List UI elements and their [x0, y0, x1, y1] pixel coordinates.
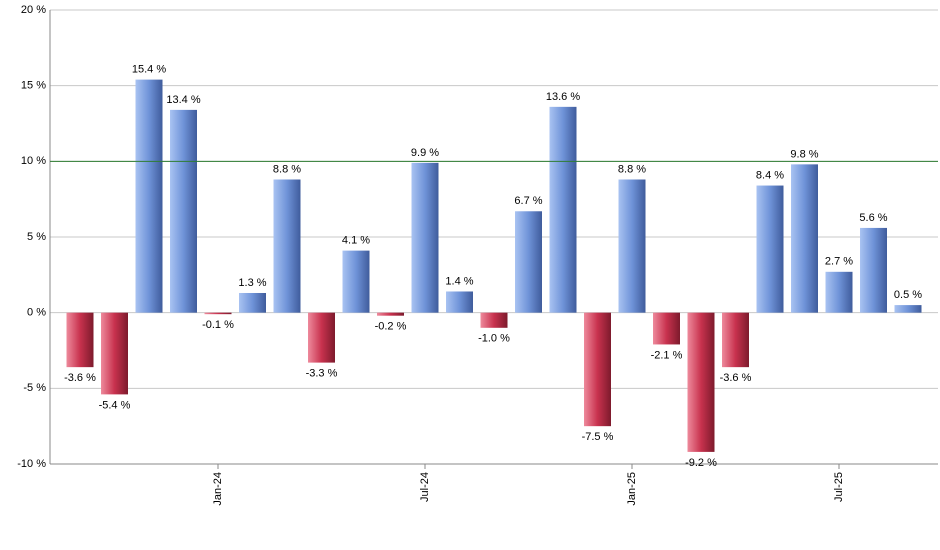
bar	[894, 305, 922, 313]
x-tick-label: Jan-25	[626, 472, 638, 506]
y-tick-label: 5 %	[27, 231, 46, 243]
bar	[204, 312, 232, 315]
bar	[584, 312, 611, 427]
value-label: 5.6 %	[859, 212, 887, 224]
value-label: 0.5 %	[894, 289, 922, 301]
y-tick-label: -10 %	[17, 458, 46, 470]
value-label: 1.4 %	[445, 275, 473, 287]
bar	[480, 312, 508, 328]
bar	[66, 312, 94, 368]
value-label: -7.5 %	[582, 431, 614, 443]
value-label: -0.1 %	[202, 319, 234, 331]
x-tick-label: Jul-24	[419, 472, 431, 502]
bar	[170, 109, 197, 313]
bar	[860, 227, 887, 313]
value-label: 8.8 %	[273, 163, 301, 175]
value-label: 13.4 %	[166, 94, 200, 106]
bar	[101, 312, 128, 395]
bar	[308, 312, 335, 363]
value-label: -9.2 %	[685, 457, 717, 469]
value-label: 8.8 %	[618, 163, 646, 175]
value-label: -0.2 %	[375, 321, 407, 333]
bar	[825, 271, 853, 313]
y-tick-label: 0 %	[27, 307, 46, 319]
value-label: 13.6 %	[546, 91, 580, 103]
value-label: 1.3 %	[238, 277, 266, 289]
y-tick-label: 10 %	[21, 155, 46, 167]
value-label: -3.3 %	[306, 368, 338, 380]
bar	[135, 79, 163, 313]
x-tick-label: Jan-24	[212, 472, 224, 506]
value-label: 9.8 %	[790, 148, 818, 160]
bar	[273, 179, 301, 313]
bar	[618, 179, 646, 313]
value-label: 4.1 %	[342, 235, 370, 247]
bar	[515, 211, 542, 313]
bar	[377, 312, 404, 316]
bar	[342, 250, 370, 313]
value-label: 2.7 %	[825, 256, 853, 268]
value-label: 8.4 %	[756, 169, 784, 181]
value-label: -2.1 %	[651, 349, 683, 361]
y-tick-label: 20 %	[21, 4, 46, 16]
bar	[411, 162, 439, 313]
bar	[239, 292, 266, 313]
y-tick-label: -5 %	[23, 382, 46, 394]
value-label: 9.9 %	[411, 147, 439, 159]
bar	[549, 106, 577, 313]
bar	[653, 312, 680, 345]
bar	[756, 185, 784, 313]
value-label: -3.6 %	[64, 372, 96, 384]
bar	[446, 291, 473, 313]
value-label: -3.6 %	[720, 372, 752, 384]
x-tick-label: Jul-25	[833, 472, 845, 502]
value-label: 6.7 %	[514, 195, 542, 207]
bar	[722, 312, 749, 368]
bar	[791, 164, 818, 313]
value-label: -5.4 %	[99, 399, 131, 411]
bar	[687, 312, 715, 452]
value-label: -1.0 %	[478, 333, 510, 345]
y-tick-label: 15 %	[21, 80, 46, 92]
value-label: 15.4 %	[132, 64, 166, 76]
